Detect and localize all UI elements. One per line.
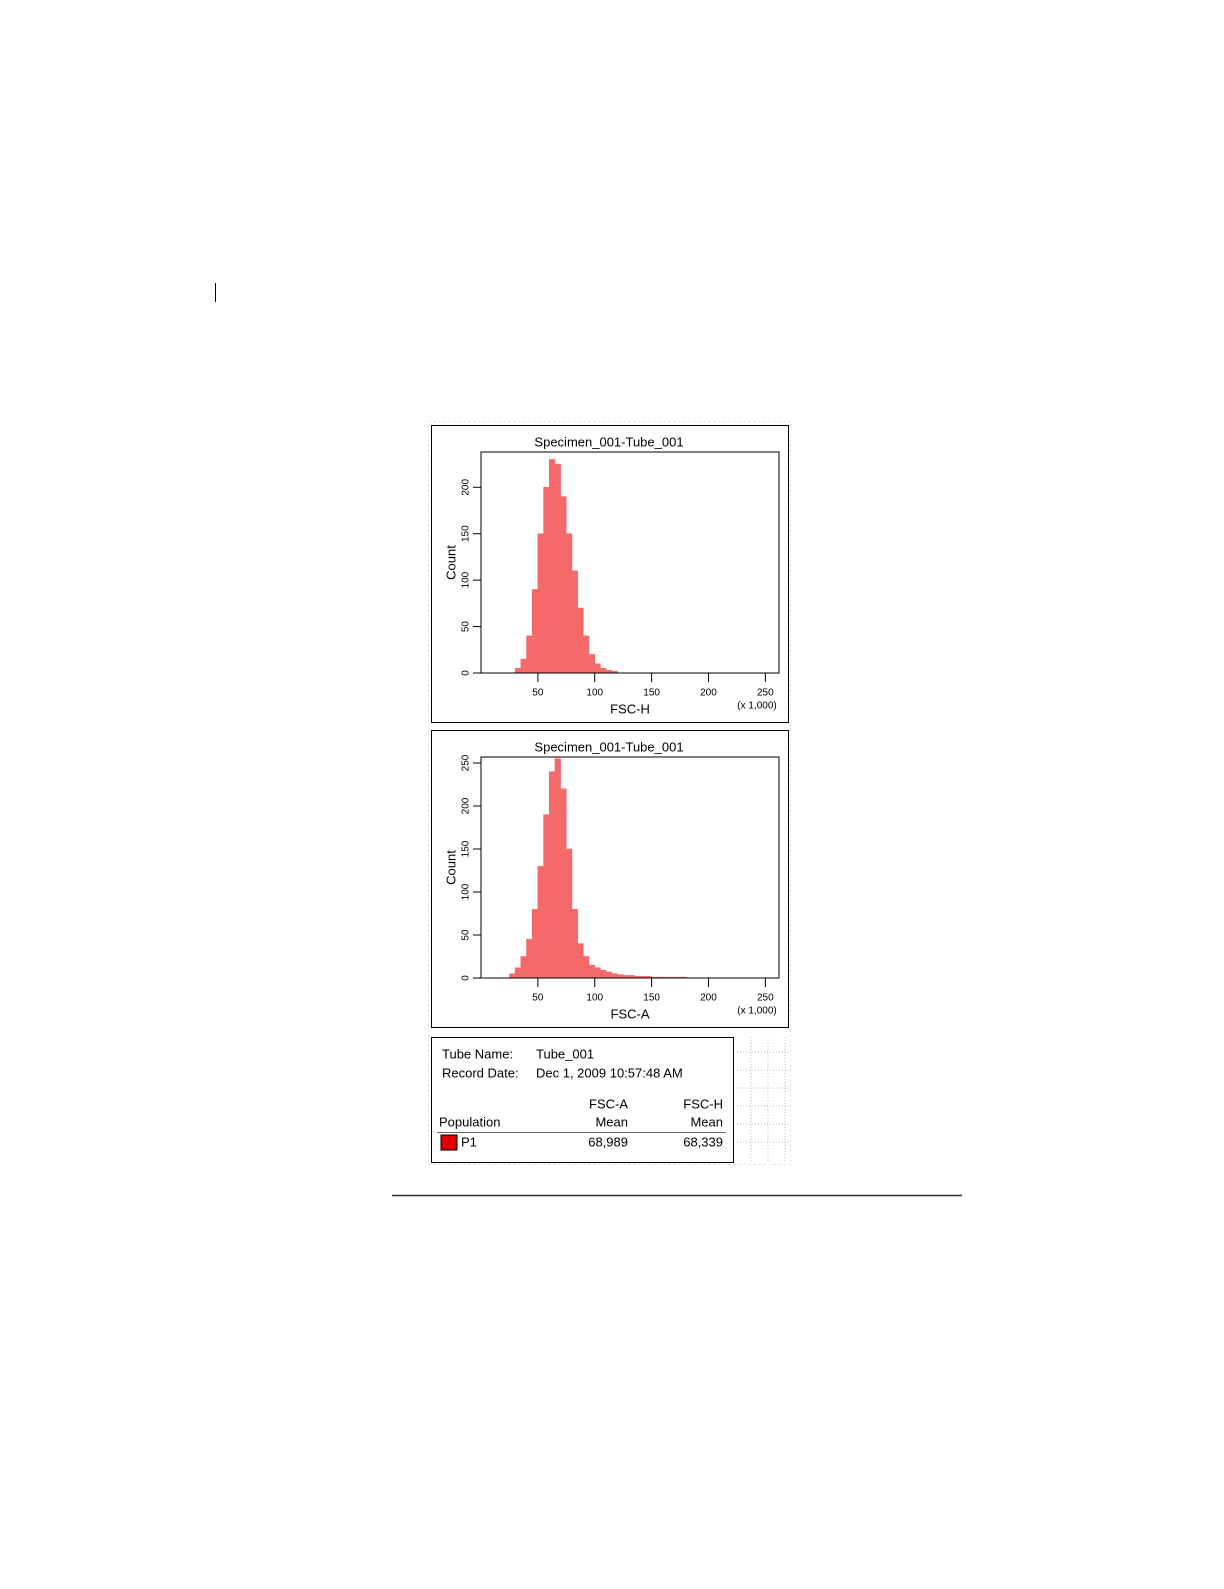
tube-name: Tube_001 (536, 1046, 594, 1061)
histogram-bar (548, 459, 556, 674)
x-tick-label: 250 (757, 688, 774, 699)
histogram-bar (554, 463, 561, 674)
histogram-bar (531, 908, 539, 979)
histogram-bar (560, 788, 567, 979)
record-date-label: Record Date: (442, 1065, 519, 1080)
x-unit-label: (x 1,000) (737, 701, 776, 712)
x-tick-label: 100 (586, 688, 603, 699)
column-header: Mean (690, 1114, 723, 1129)
histogram-bar (520, 658, 527, 674)
histogram-bar (566, 533, 573, 674)
x-tick-label: 150 (643, 688, 660, 699)
stat-value: 68,989 (588, 1134, 628, 1149)
column-header: Population (439, 1114, 500, 1129)
y-tick-label: 150 (461, 525, 472, 542)
column-header: FSC-H (683, 1096, 723, 1111)
y-tick-label: 50 (461, 929, 472, 941)
tube-name-label: Tube Name: (442, 1046, 513, 1061)
x-unit-label: (x 1,000) (737, 1006, 776, 1017)
x-tick-label: 150 (643, 993, 660, 1004)
histogram-bar (600, 970, 607, 979)
y-tick-label: 150 (461, 840, 472, 857)
chart-title: Specimen_001-Tube_001 (534, 434, 683, 449)
histogram-bar (577, 943, 584, 979)
histogram-bar (617, 974, 624, 979)
histogram-bar (537, 865, 544, 979)
histogram-bar (583, 635, 590, 674)
stat-value: 68,339 (683, 1134, 723, 1149)
plot-frame (480, 451, 780, 674)
y-tick-label: 200 (461, 797, 472, 814)
x-axis-label: FSC-A (611, 1006, 650, 1021)
y-tick-label: 100 (461, 571, 472, 588)
y-axis-label: Count (443, 545, 458, 580)
x-axis-label: FSC-H (610, 701, 650, 716)
x-tick-label: 50 (532, 688, 544, 699)
histogram-bar (509, 973, 516, 979)
histogram-bar (526, 939, 533, 979)
population-swatch (440, 1134, 458, 1151)
histogram-bar (588, 654, 595, 674)
layout-frame (428, 421, 791, 1165)
histogram-bar (571, 908, 578, 979)
population-name: P1 (461, 1134, 477, 1149)
chart-frame (431, 730, 789, 1028)
histogram-bar (548, 771, 556, 979)
histogram-bar (514, 668, 522, 674)
y-tick-label: 250 (461, 754, 472, 771)
histogram-bar (605, 971, 613, 979)
histogram-bar (571, 570, 578, 674)
histogram-bar (594, 967, 601, 979)
dotted-grid (737, 1037, 790, 1163)
record-date: Dec 1, 2009 10:57:48 AM (536, 1065, 683, 1080)
plot-frame (480, 756, 780, 979)
y-axis-label: Count (443, 850, 458, 885)
histogram-bar (577, 607, 584, 674)
histogram-bar (554, 758, 561, 979)
histogram-bar (526, 635, 533, 674)
x-tick-label: 200 (700, 688, 717, 699)
y-tick-label: 0 (461, 975, 472, 981)
chart-title: Specimen_001-Tube_001 (534, 739, 683, 754)
x-tick-label: 100 (586, 993, 603, 1004)
histogram-bar (611, 973, 618, 979)
x-tick-label: 200 (700, 993, 717, 1004)
histogram-bar (600, 668, 607, 674)
histogram-bar (531, 589, 539, 674)
histogram-bar (588, 964, 595, 979)
y-tick-label: 100 (461, 883, 472, 900)
histogram-bar (537, 533, 544, 674)
column-header: FSC-A (589, 1096, 628, 1111)
histogram-bar (543, 814, 550, 979)
histogram-bar (520, 956, 527, 979)
y-tick-label: 50 (461, 621, 472, 633)
histogram-bar (543, 487, 550, 674)
histogram-bar (566, 848, 573, 979)
x-tick-label: 50 (532, 993, 544, 1004)
y-tick-label: 0 (461, 670, 472, 676)
stats-box (431, 1037, 734, 1163)
column-header: Mean (595, 1114, 628, 1129)
histogram-bar (514, 967, 522, 979)
chart-frame (431, 425, 789, 723)
histogram-bar (594, 663, 601, 674)
histogram-bar (583, 956, 590, 979)
histogram-bar (560, 496, 567, 674)
y-tick-label: 200 (461, 479, 472, 496)
x-tick-label: 250 (757, 993, 774, 1004)
